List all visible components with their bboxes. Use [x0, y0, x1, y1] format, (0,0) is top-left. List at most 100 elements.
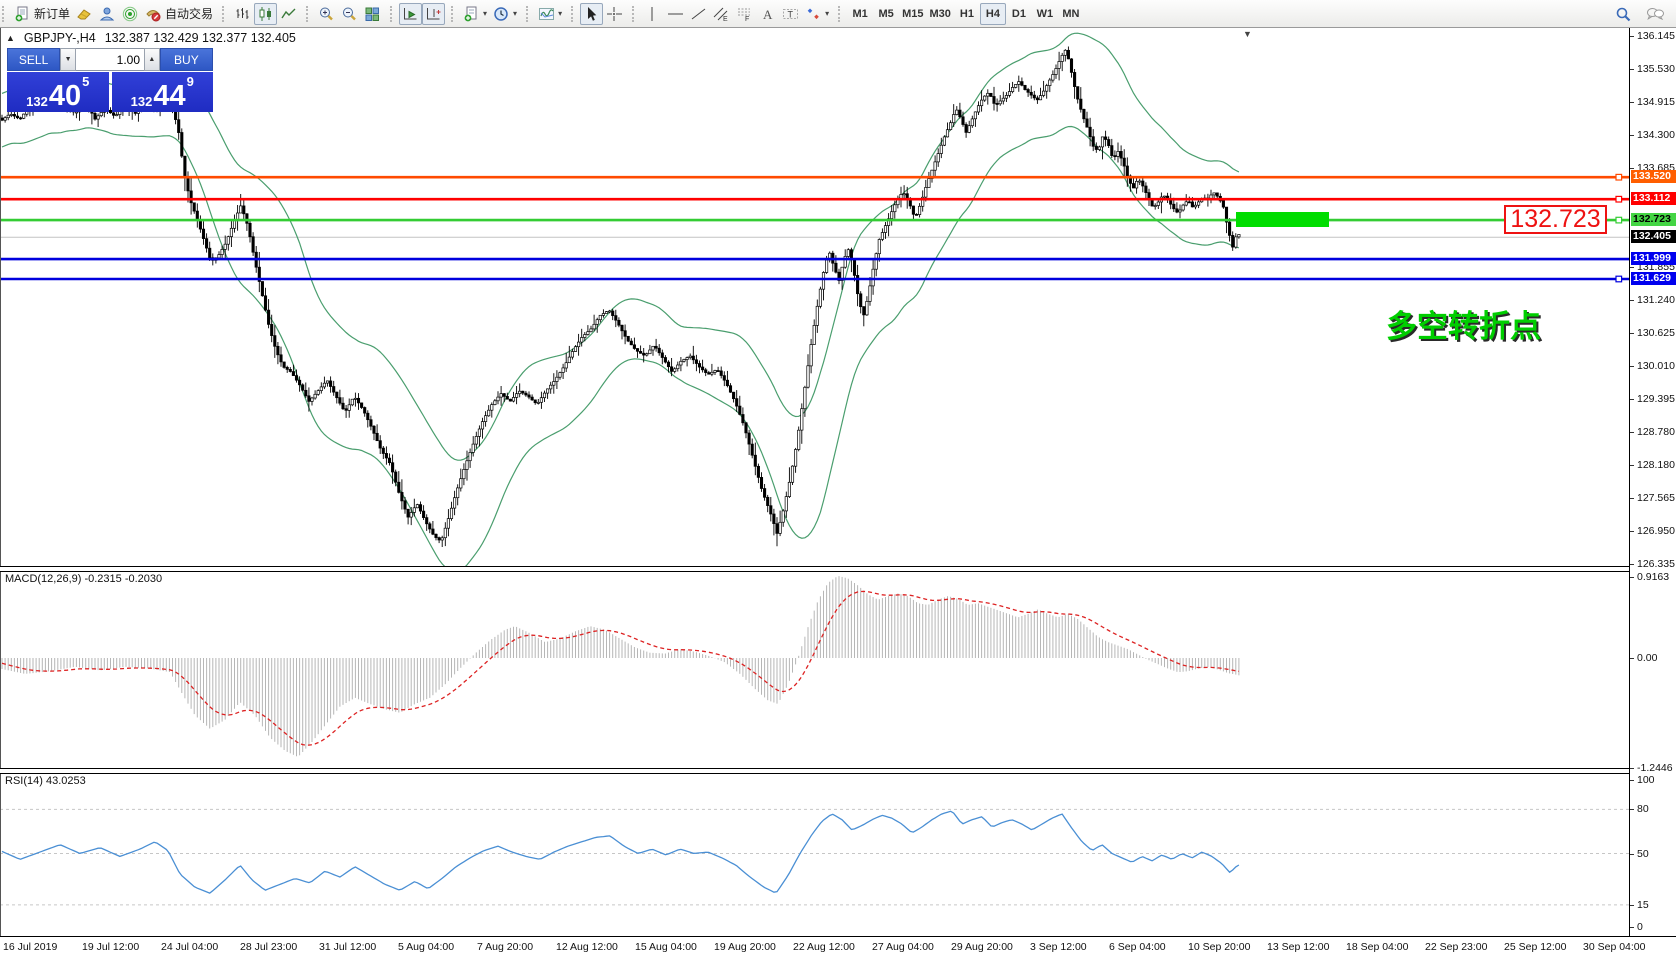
- buy-price-display[interactable]: 132 44 9: [111, 72, 213, 112]
- volume-increase-button[interactable]: ▲: [144, 48, 160, 71]
- search-button[interactable]: [1612, 3, 1635, 25]
- axis-tick-label: 50: [1637, 847, 1649, 860]
- label-icon: T: [782, 6, 799, 22]
- line-chart-icon: [280, 6, 297, 22]
- timeframe-m5-button[interactable]: M5: [873, 3, 899, 25]
- new-order-button[interactable]: 新订单: [11, 3, 73, 25]
- auto-scroll-icon: [402, 6, 419, 22]
- volume-decrease-button[interactable]: ▼: [60, 48, 76, 71]
- dropdown-caret-icon[interactable]: ▾: [558, 9, 563, 18]
- axis-tick: [1630, 299, 1634, 301]
- search-icon: [1615, 6, 1632, 22]
- price-axis[interactable]: 136.145 135.530 134.915 134.300 133.685 131.8…: [1629, 28, 1676, 936]
- time-axis-label: 16 Jul 2019: [3, 941, 58, 953]
- sell-button[interactable]: SELL: [7, 48, 61, 71]
- candlestick-chart-icon: [257, 6, 274, 22]
- auto-scroll-button[interactable]: [399, 2, 423, 25]
- timeframe-mn-button[interactable]: MN: [1058, 3, 1084, 25]
- auto-trading-button[interactable]: 自动交易: [142, 3, 216, 25]
- chinese-annotation[interactable]: 多空转折点: [1386, 309, 1541, 344]
- timeframe-d1-button[interactable]: D1: [1006, 3, 1032, 25]
- macd-pane[interactable]: [0, 570, 1629, 770]
- fibonacci-button[interactable]: F: [733, 3, 756, 25]
- new-template-button[interactable]: ▾: [460, 3, 490, 25]
- axis-tick-label: 126.950: [1637, 524, 1675, 537]
- timeframe-h1-button[interactable]: H1: [954, 3, 980, 25]
- time-axis-label: 19 Aug 20:00: [714, 941, 776, 953]
- zoom-in-button[interactable]: [315, 3, 338, 25]
- axis-tick: [1630, 399, 1634, 401]
- scroll-to-end-icon[interactable]: ▼: [1243, 29, 1252, 39]
- text-button[interactable]: A: [756, 3, 779, 25]
- time-axis-label: 12 Aug 12:00: [556, 941, 618, 953]
- trendline-icon: [690, 6, 707, 22]
- period-button[interactable]: ▾: [490, 3, 520, 25]
- profile-icon: [99, 6, 116, 22]
- timeframe-m15-button[interactable]: M15: [899, 3, 926, 25]
- axis-tick: [1630, 497, 1634, 499]
- collapse-panel-icon[interactable]: ▲: [6, 33, 15, 43]
- shapes-button[interactable]: ▾: [802, 3, 832, 25]
- period-icon: [493, 6, 510, 22]
- profile-button[interactable]: [96, 3, 119, 25]
- pane-divider[interactable]: [0, 768, 1676, 774]
- time-axis-label: 31 Jul 12:00: [319, 941, 377, 953]
- price-chart-pane[interactable]: [0, 28, 1629, 568]
- time-axis[interactable]: 16 Jul 2019 19 Jul 12:00 24 Jul 04:00 28 Ju…: [0, 938, 1676, 955]
- zoom-out-button[interactable]: [338, 3, 361, 25]
- horizontal-line-button[interactable]: [664, 3, 687, 25]
- trendline-button[interactable]: [687, 3, 710, 25]
- signal-button[interactable]: [119, 3, 142, 25]
- toolbar-group: 新订单 自动交易: [0, 0, 220, 28]
- candlestick-chart-button[interactable]: [254, 2, 278, 25]
- timeframe-m1-button[interactable]: M1: [847, 3, 873, 25]
- line-anchor-handle: [1615, 216, 1623, 224]
- axis-tick: [1630, 464, 1634, 466]
- volume-input[interactable]: [76, 48, 144, 71]
- svg-text:F: F: [745, 16, 749, 22]
- line-chart-button[interactable]: [277, 3, 300, 25]
- timeframe-m30-button[interactable]: M30: [927, 3, 954, 25]
- horizontal-level-lines[interactable]: [0, 173, 1629, 283]
- line-anchor-handle: [1615, 195, 1623, 203]
- axis-tick-label: 128.180: [1637, 458, 1675, 471]
- channel-icon: E: [713, 6, 730, 23]
- rsi-pane[interactable]: [0, 772, 1629, 936]
- vertical-line-button[interactable]: [641, 3, 664, 25]
- highlight-rectangle[interactable]: [1236, 212, 1329, 227]
- sell-price-display[interactable]: 132 40 5: [7, 72, 109, 112]
- time-axis-label: 29 Aug 20:00: [951, 941, 1013, 953]
- eraser-button[interactable]: [73, 3, 96, 25]
- time-axis-label: 19 Jul 12:00: [82, 941, 140, 953]
- buy-button[interactable]: BUY: [159, 48, 213, 71]
- ohlc-values: 132.387 132.429 132.377 132.405: [104, 31, 296, 45]
- indicators-button[interactable]: ▾: [535, 3, 565, 25]
- chat-button[interactable]: [1643, 3, 1666, 25]
- axis-tick-label: 129.395: [1637, 393, 1675, 406]
- axis-tick: [1630, 563, 1634, 565]
- bar-chart-button[interactable]: [231, 3, 254, 25]
- time-axis-label: 15 Aug 04:00: [635, 941, 697, 953]
- dropdown-caret-icon[interactable]: ▾: [483, 9, 488, 18]
- cursor-icon: [583, 6, 600, 22]
- dropdown-caret-icon[interactable]: ▾: [825, 9, 830, 18]
- buy-price-pip: 9: [186, 74, 194, 89]
- macd-indicator-label: MACD(12,26,9) -0.2315 -0.2030: [5, 573, 163, 585]
- label-button[interactable]: T: [779, 3, 802, 25]
- timeframe-h4-button[interactable]: H4: [979, 2, 1006, 25]
- chart-shift-button[interactable]: [422, 2, 446, 25]
- cursor-button[interactable]: [580, 2, 604, 25]
- axis-tick-label: 0: [1637, 921, 1643, 933]
- pane-divider[interactable]: [0, 566, 1676, 572]
- tile-windows-button[interactable]: [361, 3, 384, 25]
- price-annotation-box[interactable]: 132.723: [1504, 205, 1607, 234]
- channel-button[interactable]: E: [710, 3, 733, 25]
- timeframe-w1-button[interactable]: W1: [1032, 3, 1058, 25]
- dropdown-caret-icon[interactable]: ▾: [513, 9, 518, 18]
- crosshair-button[interactable]: [603, 3, 626, 25]
- price-tag-131.999: 131.999: [1631, 252, 1676, 266]
- fibonacci-icon: F: [736, 6, 753, 23]
- indicators-icon: [538, 6, 555, 22]
- button-label: M1: [852, 7, 868, 20]
